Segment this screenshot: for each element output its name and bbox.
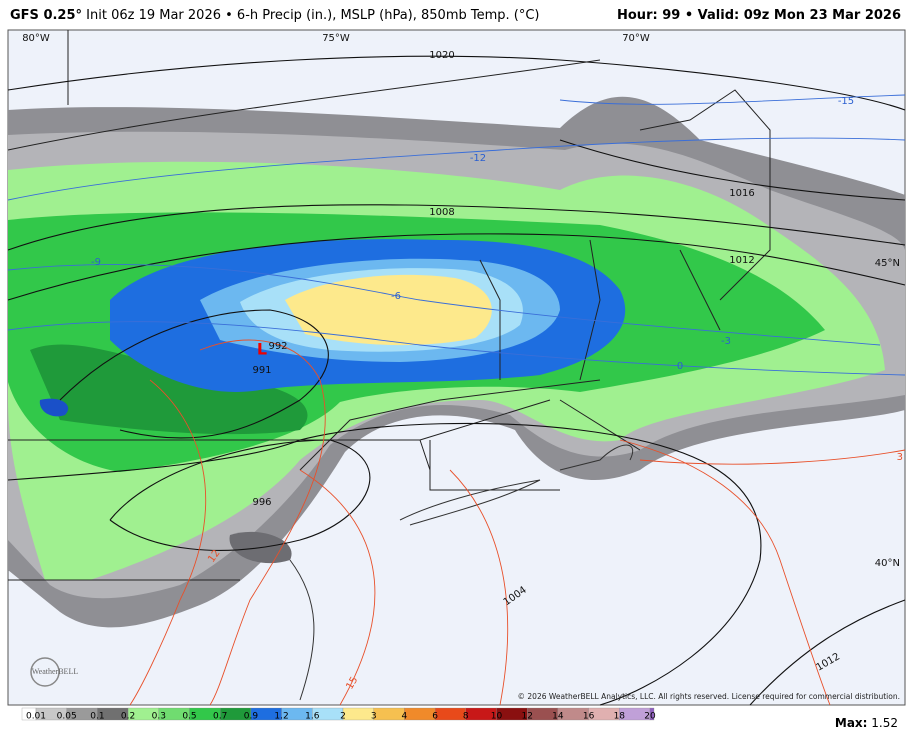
logo: WeatherBELL	[32, 667, 79, 676]
colorbar-label: 0.1	[90, 712, 104, 722]
colorbar-label: 0.5	[182, 712, 196, 722]
warm-isotherms	[129, 339, 906, 706]
colorbar-swatch	[373, 707, 405, 721]
lat-label: 45°N	[875, 258, 900, 269]
colorbar-label: 0.3	[152, 712, 166, 722]
colorbar-label: 3	[371, 712, 377, 722]
isobar-label: 991	[252, 365, 271, 376]
header-left: GFS 0.25° Init 06z 19 Mar 2026 • 6-h Pre…	[10, 8, 540, 23]
colorbar-label: 14	[552, 712, 564, 722]
colorbar-label: 4	[402, 712, 408, 722]
colorbar-label: 12	[521, 712, 532, 722]
colorbar-label: 0.7	[213, 712, 227, 722]
colorbar: 0.01 0.05 0.1 0.2 0.3 0.5 0.7 0.9 1.2 1.6 2 3 4 6 8 10 1…	[21, 707, 656, 722]
logo-ring	[30, 657, 60, 687]
temp-label: -9	[91, 257, 101, 268]
colorbar-label: 0.01	[26, 712, 46, 722]
colorbar-label: 1.2	[274, 712, 288, 722]
temp-label: -3	[721, 336, 731, 347]
isobar-label: 1008	[429, 207, 454, 218]
lat-label: 40°N	[875, 558, 900, 569]
colorbar-label: 1.6	[305, 712, 320, 722]
colorbar-label: 0.05	[57, 712, 77, 722]
max-value: Max: 1.52	[835, 716, 898, 730]
lon-label: 75°W	[322, 33, 350, 44]
low-center: L	[257, 340, 267, 359]
colorbar-label: 6	[432, 712, 438, 722]
colorbar-swatch	[404, 707, 436, 721]
lon-label: 70°W	[622, 33, 650, 44]
isobar-label: 1016	[729, 188, 754, 199]
temp-label: 0	[677, 361, 683, 372]
colorbar-swatch	[434, 707, 466, 721]
precip-shading	[8, 96, 905, 628]
isobars	[7, 55, 906, 706]
temp-label: -15	[838, 96, 854, 107]
colorbar-label: 16	[583, 712, 595, 722]
colorbar-swatch	[649, 707, 655, 721]
colorbar-label: 0.2	[121, 712, 135, 722]
colorbar-label: 18	[614, 712, 626, 722]
cold-isotherms	[7, 94, 906, 376]
temp-label: 3	[897, 452, 903, 463]
colorbar-label: 8	[463, 712, 469, 722]
max-number: 1.52	[871, 716, 898, 730]
attribution: © 2026 WeatherBELL Analytics, LLC. All r…	[518, 692, 900, 701]
isobar-label: 996	[252, 497, 271, 508]
isobar-label: 1012	[729, 255, 754, 266]
description: Init 06z 19 Mar 2026 • 6-h Precip (in.),…	[86, 8, 540, 23]
boundaries	[7, 30, 771, 701]
temp-label: -12	[470, 153, 486, 164]
lon-label: 80°W	[22, 33, 50, 44]
temp-label: -6	[391, 291, 401, 302]
isobar-label: 992	[268, 341, 287, 352]
colorbar-swatch	[342, 707, 374, 721]
isobar-label: 1020	[429, 50, 454, 61]
colorbar-label: 20	[644, 712, 656, 722]
colorbar-label: 2	[340, 712, 346, 722]
max-label: Max:	[835, 716, 868, 730]
valid-time: Hour: 99 • Valid: 09z Mon 23 Mar 2026	[617, 8, 901, 23]
colorbar-label: 10	[491, 712, 503, 722]
model: GFS 0.25°	[10, 8, 83, 23]
colorbar-label: 0.9	[244, 712, 259, 722]
